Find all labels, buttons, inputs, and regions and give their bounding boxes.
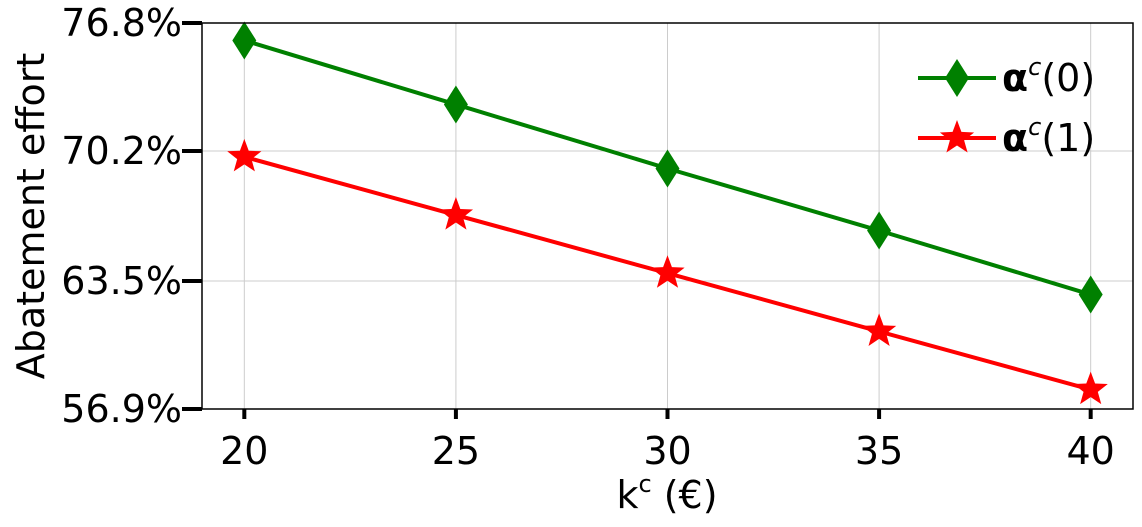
data-point: [1078, 275, 1103, 314]
grid-lines: [202, 22, 1133, 410]
data-point: [861, 313, 897, 346]
series-0: [232, 21, 1103, 314]
data-point: [655, 149, 680, 188]
data-point: [1073, 371, 1108, 405]
legend-entry: αc(1): [918, 113, 1095, 160]
x-axis-label-base: k: [616, 473, 638, 517]
legend-label-sup: c: [1028, 53, 1041, 81]
y-axis-label: Abatement effort: [9, 53, 53, 379]
y-tick-label: 70.2%: [61, 129, 182, 173]
legend-label-sup: c: [1028, 113, 1041, 141]
series-1: [227, 138, 1108, 405]
data-point: [650, 255, 685, 288]
x-axis-label: kc (€): [616, 470, 717, 517]
x-tick-label: 20: [220, 429, 268, 473]
legend-label-symbol: α: [1002, 56, 1028, 100]
x-axis-label-sup: c: [638, 470, 651, 498]
legend-label: αc(0): [1002, 53, 1095, 100]
data-point: [438, 197, 474, 230]
x-tick-label: 25: [432, 429, 480, 473]
data-point: [867, 211, 892, 250]
legend-label-rest: (1): [1041, 116, 1095, 160]
legend-entry: αc(0): [918, 53, 1095, 100]
legend-marker: [939, 120, 975, 153]
y-tick-label: 56.9%: [61, 387, 182, 431]
x-tick-label: 35: [855, 429, 903, 473]
data-point: [232, 21, 257, 60]
y-tick-label: 76.8%: [61, 1, 182, 45]
legend-marker: [945, 59, 969, 97]
legend-label-symbol: α: [1002, 116, 1028, 160]
legend-label: αc(1): [1002, 113, 1095, 160]
series-layer: [227, 21, 1108, 405]
legend-label-rest: (0): [1041, 56, 1095, 100]
data-point: [443, 85, 468, 124]
axis-ticks: 20 25 30 35 40 56.9% 63.5% 70.2% 76.8%: [61, 1, 1115, 473]
x-axis-label-rest: (€): [652, 473, 718, 517]
legend: αc(0)αc(1): [918, 53, 1095, 160]
data-point: [227, 138, 262, 172]
x-tick-label: 30: [643, 429, 691, 473]
x-tick-label: 40: [1067, 429, 1115, 473]
y-tick-label: 63.5%: [61, 259, 182, 303]
